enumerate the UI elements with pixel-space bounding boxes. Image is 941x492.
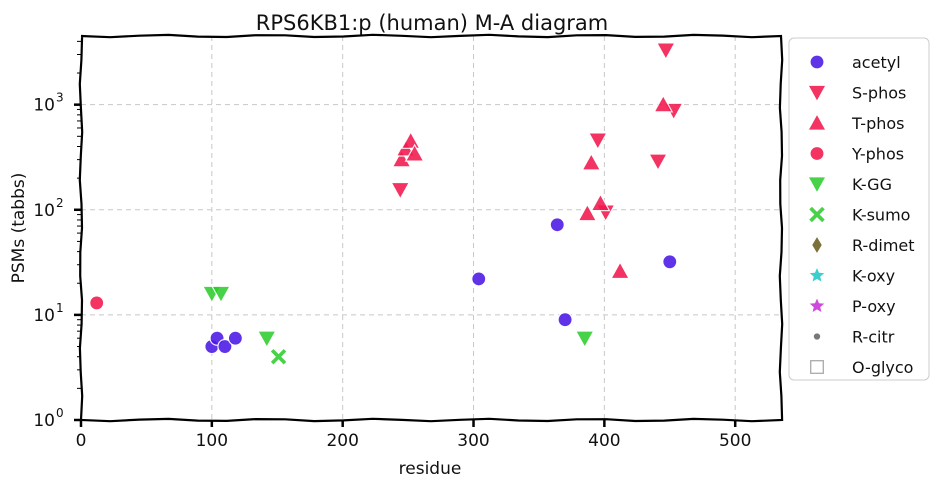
- data-point-t-phos: [577, 203, 598, 222]
- y-tick-exponent: 3: [56, 91, 64, 105]
- x-axis-label: residue: [399, 459, 462, 479]
- legend-marker-r-citr: [812, 332, 822, 341]
- legend-marker-r-dimet: [810, 234, 824, 256]
- legend-label: P-oxy: [852, 297, 896, 316]
- x-tick-label: 400: [588, 431, 620, 451]
- legend-marker-p-oxy: [806, 295, 828, 315]
- legend-label: O-glyco: [852, 358, 913, 377]
- data-point-s-phos: [390, 181, 411, 201]
- x-tick-label: 500: [719, 431, 751, 451]
- data-point-t-phos: [590, 193, 611, 212]
- x-tick-label: 100: [196, 431, 228, 451]
- data-point-k-gg: [210, 285, 232, 304]
- data-point-t-phos: [391, 149, 412, 168]
- legend-label: R-dimet: [852, 236, 915, 255]
- data-point-t-phos: [400, 130, 421, 149]
- data-point-k-sumo: [269, 347, 288, 367]
- y-tick-label: 10: [33, 306, 55, 326]
- data-point-t-phos: [653, 94, 674, 113]
- data-point-s-phos: [587, 132, 608, 151]
- legend-label: acetyl: [852, 53, 901, 72]
- data-point-acetyl: [217, 338, 233, 355]
- y-tick-label: 10: [33, 96, 55, 116]
- y-tick-label: 10: [33, 411, 55, 431]
- data-point-k-gg: [574, 330, 595, 349]
- legend-marker-y-phos: [809, 145, 825, 162]
- legend-marker-acetyl: [809, 54, 825, 70]
- legend-label: S-phos: [852, 84, 906, 103]
- data-point-k-gg: [256, 330, 277, 349]
- data-point-acetyl: [557, 312, 573, 328]
- legend-label: Y-phos: [851, 145, 904, 164]
- data-points: [89, 42, 684, 367]
- legend-marker-k-gg: [806, 176, 828, 195]
- grid-lines: [81, 36, 781, 420]
- y-tick-exponent: 0: [56, 406, 64, 420]
- chart-title: RPS6KB1:p (human) M-A diagram: [256, 11, 608, 35]
- x-tick-label: 200: [326, 431, 358, 451]
- data-point-acetyl: [549, 217, 565, 233]
- data-point-acetyl: [227, 330, 244, 346]
- data-point-acetyl: [662, 254, 678, 270]
- x-tick-label: 300: [457, 431, 489, 451]
- data-point-t-phos: [581, 152, 602, 171]
- legend-marker-o-glyco: [810, 360, 824, 374]
- data-point-s-phos: [655, 42, 676, 61]
- y-tick-exponent: 2: [56, 196, 64, 210]
- y-axis-label: PSMs (tabbs): [9, 173, 29, 284]
- legend-marker-k-oxy: [806, 264, 828, 285]
- legend-marker-s-phos: [806, 84, 828, 103]
- y-tick-label: 10: [33, 201, 55, 221]
- legend-label: K-sumo: [852, 206, 910, 225]
- legend-box: [788, 37, 930, 381]
- data-point-y-phos: [89, 295, 105, 311]
- data-point-t-phos: [610, 261, 631, 280]
- legend-label: K-GG: [852, 175, 892, 194]
- legend-label: T-phos: [851, 114, 905, 133]
- y-tick-exponent: 1: [56, 301, 64, 315]
- data-point-s-phos: [647, 153, 669, 172]
- plot-frame: [78, 33, 784, 423]
- legend-marker-k-sumo: [807, 205, 827, 224]
- x-tick-label: 0: [76, 431, 87, 451]
- data-point-t-phos: [404, 143, 425, 162]
- legend-marker-t-phos: [806, 112, 828, 131]
- legend-label: K-oxy: [852, 267, 895, 286]
- legend-label: R-citr: [852, 328, 895, 347]
- data-point-acetyl: [471, 271, 487, 287]
- legend: acetyl S-phos T-phos Y-phos K-GG K-sumo R-dime…: [788, 37, 930, 381]
